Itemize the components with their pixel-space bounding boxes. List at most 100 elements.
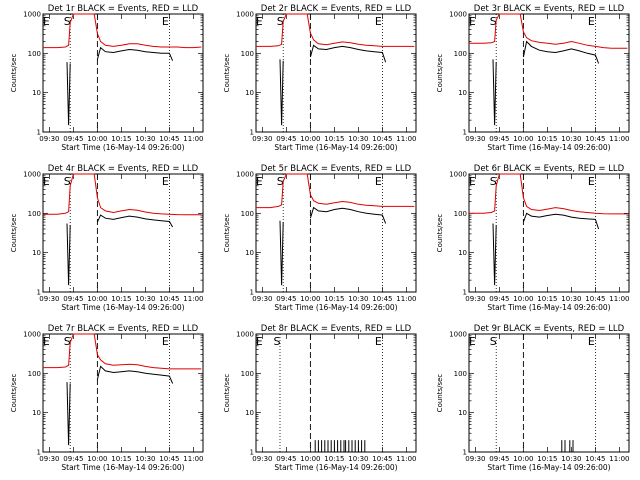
y-tick-label: 1000 <box>236 171 254 179</box>
x-tick-label: 10:00 <box>513 295 533 303</box>
x-tick-label: 09:45 <box>63 455 83 463</box>
x-axis-label: Start Time (16-May-14 09:26:00) <box>274 143 397 152</box>
y-tick-label: 100 <box>241 370 254 378</box>
y-tick-label: 1000 <box>236 11 254 19</box>
x-tick-label: 10:30 <box>561 135 581 143</box>
x-tick-label: 10:45 <box>585 455 605 463</box>
marker-S: S <box>274 335 281 348</box>
marker-E-left: E <box>256 335 263 348</box>
lld-curve-red <box>43 173 202 216</box>
x-axis-label: Start Time (16-May-14 09:26:00) <box>274 303 397 312</box>
x-tick-label: 09:45 <box>63 295 83 303</box>
panel-title: Det 8r BLACK = Events, RED = LLD <box>261 324 412 334</box>
y-tick-label: 100 <box>28 50 41 58</box>
panel-title: Det 2r BLACK = Events, RED = LLD <box>261 4 412 14</box>
x-tick-label: 09:30 <box>465 135 485 143</box>
y-axis-label: Counts/sec <box>10 374 18 413</box>
x-tick-label: 11:00 <box>609 455 629 463</box>
marker-E-right: E <box>375 335 382 348</box>
x-tick-label: 09:45 <box>63 135 83 143</box>
events-curve-black <box>492 40 600 126</box>
x-tick-label: 09:45 <box>276 455 296 463</box>
x-tick-label: 10:00 <box>87 455 107 463</box>
lld-curve-red <box>43 13 202 49</box>
marker-E-right: E <box>162 335 169 348</box>
marker-E-left: E <box>43 15 50 28</box>
marker-E-right: E <box>162 15 169 28</box>
x-tick-label: 09:30 <box>39 455 59 463</box>
x-axis-label: Start Time (16-May-14 09:26:00) <box>61 143 184 152</box>
x-tick-label: 09:45 <box>489 135 509 143</box>
plot-frame <box>42 173 204 293</box>
marker-E-left: E <box>43 175 50 188</box>
marker-S: S <box>64 15 71 28</box>
x-tick-label: 10:45 <box>159 135 179 143</box>
y-tick-label: 1000 <box>23 331 41 339</box>
y-tick-label: 10 <box>458 249 467 257</box>
x-axis-label: Start Time (16-May-14 09:26:00) <box>61 463 184 472</box>
x-axis-label: Start Time (16-May-14 09:26:00) <box>61 303 184 312</box>
plot-frame <box>468 333 630 453</box>
marker-S: S <box>490 175 497 188</box>
x-tick-label: 10:30 <box>135 135 155 143</box>
y-tick-label: 10 <box>32 249 41 257</box>
x-tick-label: 09:45 <box>489 455 509 463</box>
marker-E-right: E <box>588 15 595 28</box>
y-tick-label: 10 <box>245 249 254 257</box>
marker-S: S <box>277 15 284 28</box>
panel-title: Det 1r BLACK = Events, RED = LLD <box>48 4 199 14</box>
y-tick-label: 1000 <box>449 11 467 19</box>
y-axis-label: Counts/sec <box>436 214 444 253</box>
x-tick-label: 10:30 <box>348 455 368 463</box>
x-tick-label: 09:30 <box>252 455 272 463</box>
panel-title: Det 6r BLACK = Events, RED = LLD <box>474 164 625 174</box>
events-curve-black <box>279 206 387 286</box>
x-tick-label: 10:15 <box>324 135 344 143</box>
detector-panel: Det 6r BLACK = Events, RED = LLD 1 10 100 10… <box>436 164 630 312</box>
x-tick-label: 10:00 <box>300 135 320 143</box>
x-axis-label: Start Time (16-May-14 09:26:00) <box>487 143 610 152</box>
x-tick-label: 11:00 <box>396 295 416 303</box>
detector-panel: Det 5r BLACK = Events, RED = LLD 1 10 100 10… <box>223 164 417 312</box>
x-tick-label: 10:45 <box>159 455 179 463</box>
y-tick-label: 100 <box>241 50 254 58</box>
detector-panel: Det 7r BLACK = Events, RED = LLD 1 10 100 10… <box>10 324 204 472</box>
y-tick-label: 1000 <box>236 331 254 339</box>
y-tick-label: 1000 <box>449 171 467 179</box>
detector-panel: Det 1r BLACK = Events, RED = LLD 1 10 100 10… <box>10 4 204 152</box>
marker-S: S <box>277 175 284 188</box>
x-tick-label: 09:30 <box>252 135 272 143</box>
y-tick-label: 10 <box>245 409 254 417</box>
x-tick-label: 10:45 <box>372 455 392 463</box>
y-tick-label: 100 <box>454 210 467 218</box>
x-tick-label: 11:00 <box>183 295 203 303</box>
detector-panel: Det 3r BLACK = Events, RED = LLD 1 10 100 10… <box>436 4 630 152</box>
panel-title: Det 3r BLACK = Events, RED = LLD <box>474 4 625 14</box>
x-tick-label: 10:45 <box>585 135 605 143</box>
y-tick-label: 10 <box>458 409 467 417</box>
plot-frame <box>255 173 417 293</box>
x-tick-label: 10:15 <box>111 295 131 303</box>
plot-frame <box>42 13 204 133</box>
panel-title: Det 5r BLACK = Events, RED = LLD <box>261 164 412 174</box>
x-tick-label: 09:30 <box>252 295 272 303</box>
plot-frame <box>42 333 204 453</box>
lld-curve-red <box>256 13 415 47</box>
plot-frame <box>255 13 417 133</box>
x-tick-label: 11:00 <box>396 135 416 143</box>
y-tick-label: 1000 <box>449 331 467 339</box>
panel-title: Det 9r BLACK = Events, RED = LLD <box>474 324 625 334</box>
y-axis-label: Counts/sec <box>223 54 231 93</box>
x-tick-label: 10:00 <box>300 455 320 463</box>
marker-S: S <box>490 15 497 28</box>
x-tick-label: 11:00 <box>609 135 629 143</box>
plot-frame <box>468 13 630 133</box>
x-tick-label: 10:00 <box>87 135 107 143</box>
x-axis-label: Start Time (16-May-14 09:26:00) <box>487 303 610 312</box>
y-tick-label: 1 <box>37 289 41 297</box>
x-tick-label: 10:30 <box>348 295 368 303</box>
x-tick-label: 09:30 <box>465 295 485 303</box>
y-tick-label: 1 <box>250 129 254 137</box>
marker-E-right: E <box>588 175 595 188</box>
